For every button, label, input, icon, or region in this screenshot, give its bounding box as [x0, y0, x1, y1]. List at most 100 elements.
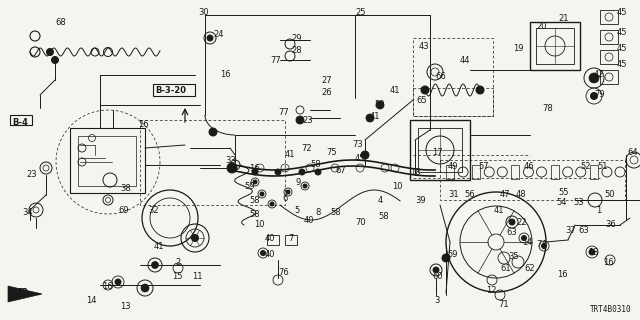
Text: 46: 46 [524, 162, 534, 171]
Text: 77: 77 [270, 56, 281, 65]
Text: 13: 13 [120, 302, 131, 311]
Text: 48: 48 [516, 190, 527, 199]
Circle shape [209, 128, 217, 136]
Circle shape [589, 249, 595, 255]
Text: 72: 72 [301, 144, 312, 153]
Circle shape [47, 49, 54, 55]
Text: 7: 7 [288, 234, 293, 243]
Text: 5: 5 [294, 206, 300, 215]
Text: 68: 68 [55, 18, 66, 27]
Text: 4: 4 [378, 196, 383, 205]
Text: 73: 73 [352, 140, 363, 149]
Circle shape [376, 101, 384, 109]
Circle shape [522, 236, 527, 241]
Text: 9: 9 [295, 178, 300, 187]
Text: 50: 50 [604, 190, 614, 199]
Text: 19: 19 [513, 44, 524, 53]
Bar [550, 165, 559, 179]
Text: 63: 63 [578, 226, 589, 235]
Circle shape [253, 180, 257, 184]
Text: TRT4B0310: TRT4B0310 [590, 305, 632, 314]
Text: 56: 56 [464, 190, 475, 199]
Text: 16: 16 [220, 70, 230, 79]
Text: 10: 10 [392, 182, 403, 191]
Text: 12: 12 [486, 286, 497, 295]
Bar [440, 160, 625, 200]
Text: 63: 63 [506, 228, 516, 237]
Circle shape [589, 73, 599, 83]
Text: 59: 59 [244, 182, 255, 191]
Circle shape [509, 219, 515, 225]
Bar [410, 120, 470, 180]
Text: 45: 45 [355, 154, 365, 163]
Text: 59: 59 [374, 100, 385, 109]
Text: 39: 39 [415, 196, 426, 205]
Bar [267, 235, 279, 245]
Text: 16: 16 [138, 120, 148, 129]
Text: 31: 31 [448, 190, 459, 199]
Text: 3: 3 [434, 296, 440, 305]
Circle shape [591, 92, 598, 100]
Bar [600, 30, 618, 44]
Text: 45: 45 [617, 44, 627, 53]
Circle shape [442, 254, 450, 262]
Text: 42: 42 [594, 70, 605, 79]
Text: 58: 58 [310, 160, 321, 169]
Text: 62: 62 [524, 264, 534, 273]
Text: 78: 78 [542, 104, 553, 113]
Text: 55: 55 [558, 188, 568, 197]
Bar [511, 165, 520, 179]
Bar [153, 84, 195, 96]
Text: 23: 23 [26, 170, 36, 179]
Text: 54: 54 [556, 198, 566, 207]
Text: 65: 65 [416, 96, 427, 105]
Text: 52: 52 [580, 162, 591, 171]
Text: 28: 28 [291, 46, 301, 55]
Bar [413, 88, 493, 116]
Text: 16: 16 [249, 164, 260, 173]
Circle shape [303, 184, 307, 188]
Bar [78, 136, 136, 186]
Text: 36: 36 [605, 220, 616, 229]
Text: 25: 25 [355, 8, 365, 17]
Circle shape [270, 202, 274, 206]
Text: 43: 43 [419, 42, 429, 51]
Text: 14: 14 [86, 296, 97, 305]
Circle shape [299, 169, 305, 175]
Text: 70: 70 [355, 218, 365, 227]
Text: 29: 29 [291, 34, 301, 43]
Text: 27: 27 [321, 76, 332, 85]
Text: 57: 57 [478, 162, 488, 171]
Text: 59: 59 [447, 250, 458, 259]
Circle shape [191, 235, 198, 242]
Circle shape [286, 190, 290, 194]
Text: 79: 79 [594, 90, 605, 99]
Text: B-3-20: B-3-20 [155, 86, 186, 95]
Text: 41: 41 [494, 206, 504, 215]
Bar [418, 128, 462, 172]
Circle shape [421, 86, 429, 94]
Bar [285, 235, 297, 245]
Text: 18: 18 [410, 168, 420, 177]
Text: 71: 71 [498, 300, 509, 309]
Text: 23: 23 [302, 116, 312, 125]
Circle shape [260, 192, 264, 196]
Text: 45: 45 [617, 60, 627, 69]
Bar [472, 165, 480, 179]
Bar [70, 128, 145, 193]
Text: 10: 10 [254, 220, 264, 229]
Circle shape [296, 116, 304, 124]
Text: 40: 40 [265, 250, 275, 259]
Circle shape [51, 57, 58, 63]
Text: 41: 41 [154, 242, 164, 251]
Text: 35: 35 [508, 252, 518, 261]
Text: 51: 51 [597, 162, 607, 171]
Text: 30: 30 [198, 8, 209, 17]
Bar [600, 50, 618, 64]
Text: 58: 58 [249, 196, 260, 205]
Circle shape [252, 169, 258, 175]
Text: 47: 47 [500, 190, 511, 199]
Text: 69: 69 [118, 206, 129, 215]
Text: 58: 58 [330, 208, 340, 217]
Text: 76: 76 [278, 268, 289, 277]
